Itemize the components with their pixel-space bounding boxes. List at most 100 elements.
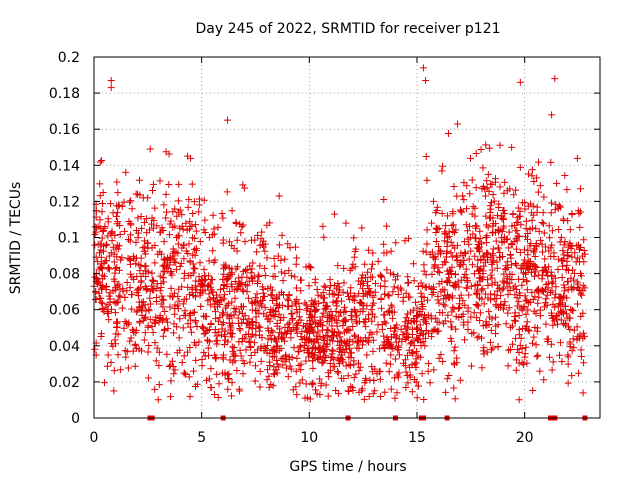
data-point [159,303,167,311]
data-point [423,226,431,234]
data-point [522,270,530,278]
data-point [138,298,146,306]
data-point [381,290,389,298]
data-point [103,257,111,265]
data-point [231,286,239,294]
data-point [394,342,402,350]
data-point [176,262,184,270]
data-point [182,295,190,303]
data-point [471,212,479,220]
data-point [218,321,226,329]
data-point [369,292,377,300]
data-point [414,382,422,390]
data-point [541,255,549,263]
data-point [350,253,358,261]
data-point [126,237,134,245]
data-point [482,192,490,200]
data-point [269,328,277,336]
data-point [158,292,166,300]
data-point [403,372,411,380]
data-point [251,377,259,385]
data-point [261,272,269,280]
data-point [180,255,188,263]
data-point [100,227,108,235]
data-point [172,266,180,274]
data-point [523,297,531,305]
data-point [198,362,206,370]
data-point [154,396,162,404]
data-point [186,225,194,233]
data-point [197,302,205,310]
data-point [253,297,261,305]
data-point [227,280,235,288]
data-point [174,232,182,240]
data-point [304,304,312,312]
data-point [286,327,294,335]
data-point [299,322,307,330]
data-point [123,348,131,356]
data-point [503,235,511,243]
data-point [548,227,556,235]
data-point [239,334,247,342]
data-point [320,347,328,355]
data-point [359,292,367,300]
data-point [105,316,113,324]
data-point [116,266,124,274]
data-point [537,287,545,295]
data-point [540,220,548,228]
data-point [309,357,317,365]
data-point [167,284,175,292]
data-point [410,277,418,285]
data-point [489,245,497,253]
data-point [513,219,521,227]
data-point [128,305,136,313]
data-point [174,249,182,257]
data-point [408,388,416,396]
data-point [148,220,156,228]
data-point [127,197,135,205]
data-point [175,208,183,216]
data-point [184,203,192,211]
data-point [369,368,377,376]
data-point [507,251,515,259]
data-point [211,391,219,399]
data-point [520,303,528,311]
data-point [580,247,588,255]
data-point [270,254,278,262]
data-point [107,305,115,313]
data-point [211,308,219,316]
data-point [149,329,157,337]
data-point [171,289,179,297]
data-point [281,255,289,263]
data-point [221,327,229,335]
data-point [473,288,481,296]
data-point [394,291,402,299]
data-point [353,337,361,345]
data-point [249,321,257,329]
data-point [460,257,468,265]
y-axis-label: SRMTID / TECUs [8,182,24,295]
data-point [224,385,232,393]
data-point [466,190,474,198]
data-point [263,254,271,262]
data-point [409,350,417,358]
data-point [327,353,335,361]
data-point [464,325,472,333]
data-point [227,311,235,319]
data-point [515,396,523,404]
data-point [391,324,399,332]
data-point [467,362,475,370]
data-point [402,289,410,297]
data-point [274,333,282,341]
data-point [472,184,480,192]
data-point [483,177,491,185]
data-point [285,291,293,299]
data-point [256,367,264,375]
data-point [266,361,274,369]
data-point [288,302,296,310]
data-point [350,331,358,339]
data-point [348,384,356,392]
data-point [122,168,130,176]
data-point [342,345,350,353]
